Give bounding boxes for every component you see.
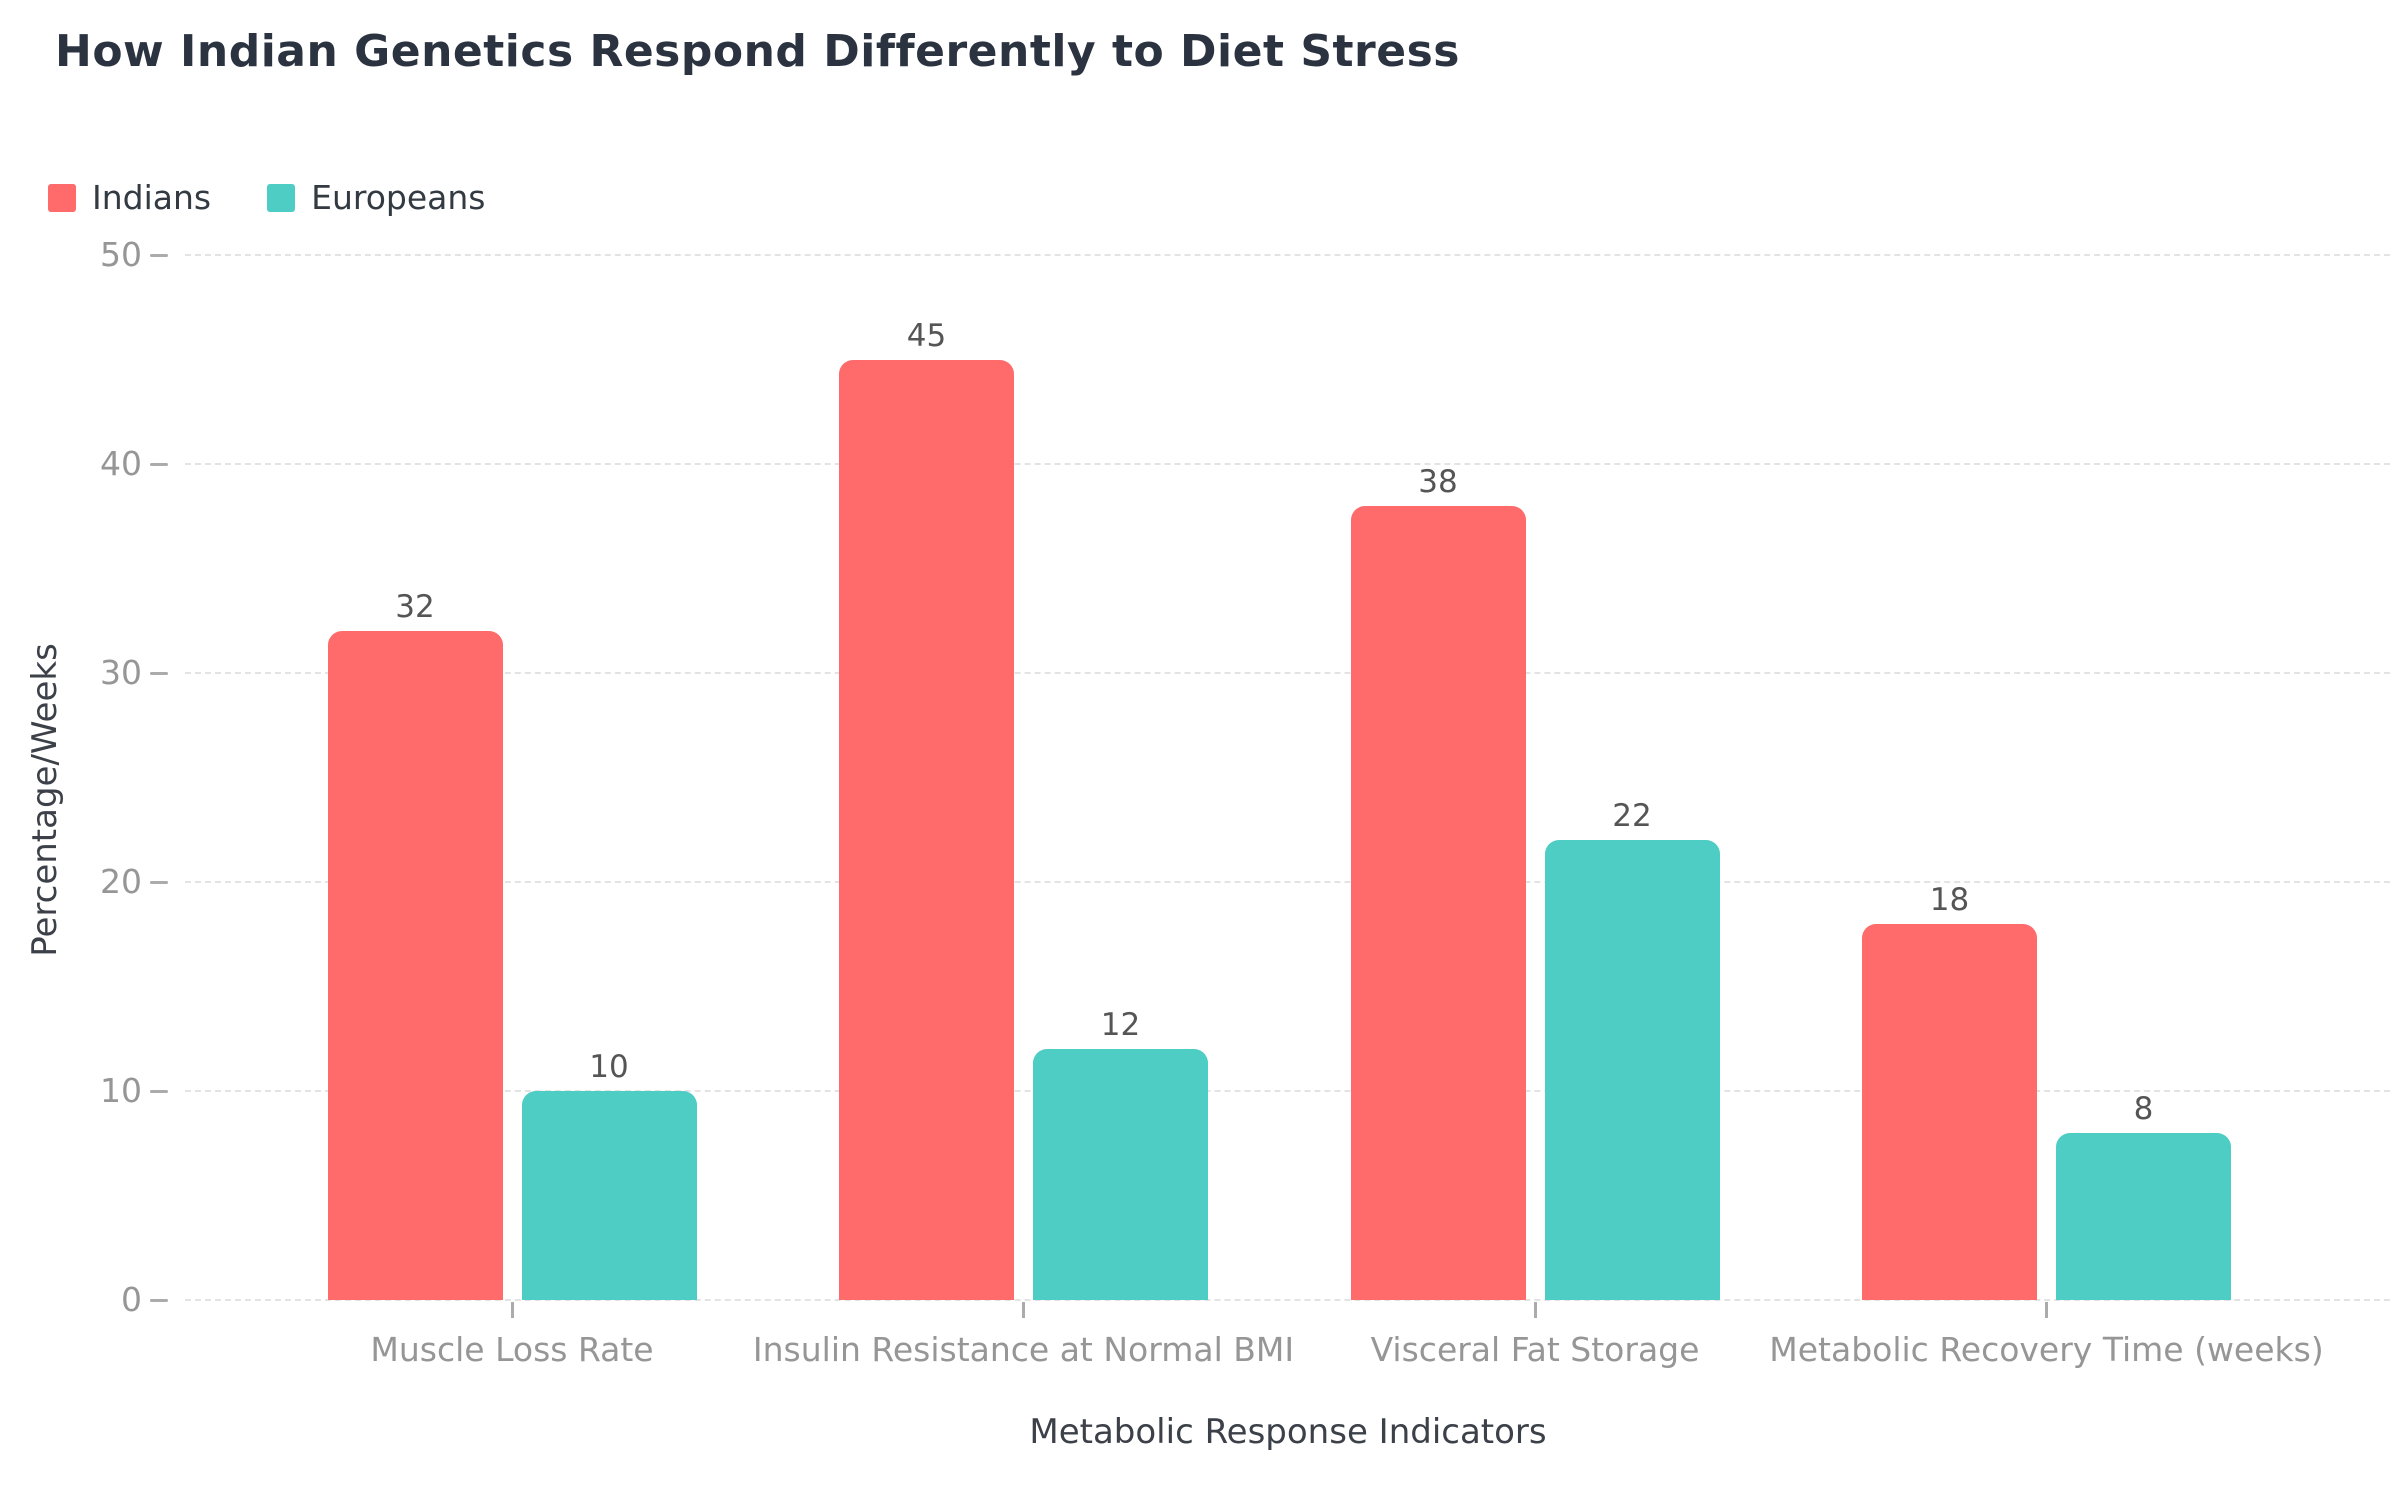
bar-value-europeans-insulin-resistance-at-normal-bmi: 12 (1100, 1007, 1141, 1044)
x-tick-mark-visceral-fat-storage (1533, 1302, 1537, 1318)
y-tick-mark-10 (150, 1089, 168, 1093)
x-tick-mark-muscle-loss-rate (510, 1302, 514, 1318)
y-tick-label-30: 30 (100, 653, 142, 692)
x-tick-label-insulin-resistance-at-normal-bmi: Insulin Resistance at Normal BMI (752, 1330, 1295, 1369)
bar-value-europeans-muscle-loss-rate: 10 (589, 1049, 629, 1085)
bar-europeans-insulin-resistance-at-normal-bmi (1033, 1049, 1208, 1300)
bar-value-indians-metabolic-recovery-time-weeks: 18 (1929, 881, 1970, 918)
legend-label-europeans: Europeans (311, 178, 486, 217)
y-tick-label-10: 10 (100, 1071, 142, 1110)
bar-value-indians-insulin-resistance-at-normal-bmi: 45 (906, 317, 947, 354)
y-tick-mark-20 (150, 880, 168, 884)
x-tick-mark-insulin-resistance-at-normal-bmi (1022, 1302, 1025, 1318)
y-tick-label-20: 20 (100, 862, 142, 901)
legend-label-indians: Indians (92, 178, 212, 217)
bar-value-europeans-metabolic-recovery-time-weeks: 8 (2133, 1090, 2154, 1127)
bar-value-europeans-visceral-fat-storage: 22 (1612, 798, 1652, 835)
bar-indians-metabolic-recovery-time-weeks (1862, 923, 2037, 1300)
legend: Indians Europeans (48, 178, 485, 217)
gridline-y-40 (185, 463, 2390, 465)
y-tick-label-0: 0 (121, 1280, 142, 1319)
bar-value-indians-visceral-fat-storage: 38 (1418, 463, 1458, 500)
legend-item-indians: Indians (48, 178, 211, 217)
gridline-y-30 (185, 672, 2390, 674)
gridline-y-10 (185, 1090, 2390, 1092)
gridline-y-20 (185, 881, 2390, 883)
legend-swatch-europeans (267, 183, 296, 212)
y-tick-label-40: 40 (100, 444, 142, 483)
legend-swatch-indians (48, 183, 76, 212)
legend-item-europeans: Europeans (267, 178, 485, 217)
x-tick-mark-metabolic-recovery-time-weeks (2045, 1302, 2048, 1318)
bar-europeans-muscle-loss-rate (521, 1091, 697, 1300)
x-tick-label-visceral-fat-storage: Visceral Fat Storage (1370, 1330, 1700, 1369)
x-axis-title: Metabolic Response Indicators (1029, 1412, 1547, 1452)
chart-title: How Indian Genetics Respond Differently … (55, 26, 1460, 77)
bar-europeans-visceral-fat-storage (1544, 840, 1720, 1300)
y-tick-mark-50 (150, 253, 168, 257)
bar-europeans-metabolic-recovery-time-weeks (2056, 1132, 2231, 1300)
y-tick-label-50: 50 (100, 235, 142, 274)
x-tick-label-metabolic-recovery-time-weeks: Metabolic Recovery Time (weeks) (1769, 1330, 2324, 1369)
gridline-y-50 (185, 254, 2390, 256)
bar-indians-muscle-loss-rate (327, 631, 503, 1300)
bar-value-indians-muscle-loss-rate: 32 (395, 589, 435, 626)
bar-indians-insulin-resistance-at-normal-bmi (839, 359, 1014, 1300)
gridline-y-0 (185, 1299, 2390, 1301)
x-tick-label-muscle-loss-rate: Muscle Loss Rate (370, 1330, 654, 1369)
y-tick-mark-0 (150, 1298, 168, 1302)
y-tick-mark-30 (150, 671, 168, 675)
bar-indians-visceral-fat-storage (1350, 505, 1526, 1300)
y-tick-mark-40 (150, 462, 168, 466)
